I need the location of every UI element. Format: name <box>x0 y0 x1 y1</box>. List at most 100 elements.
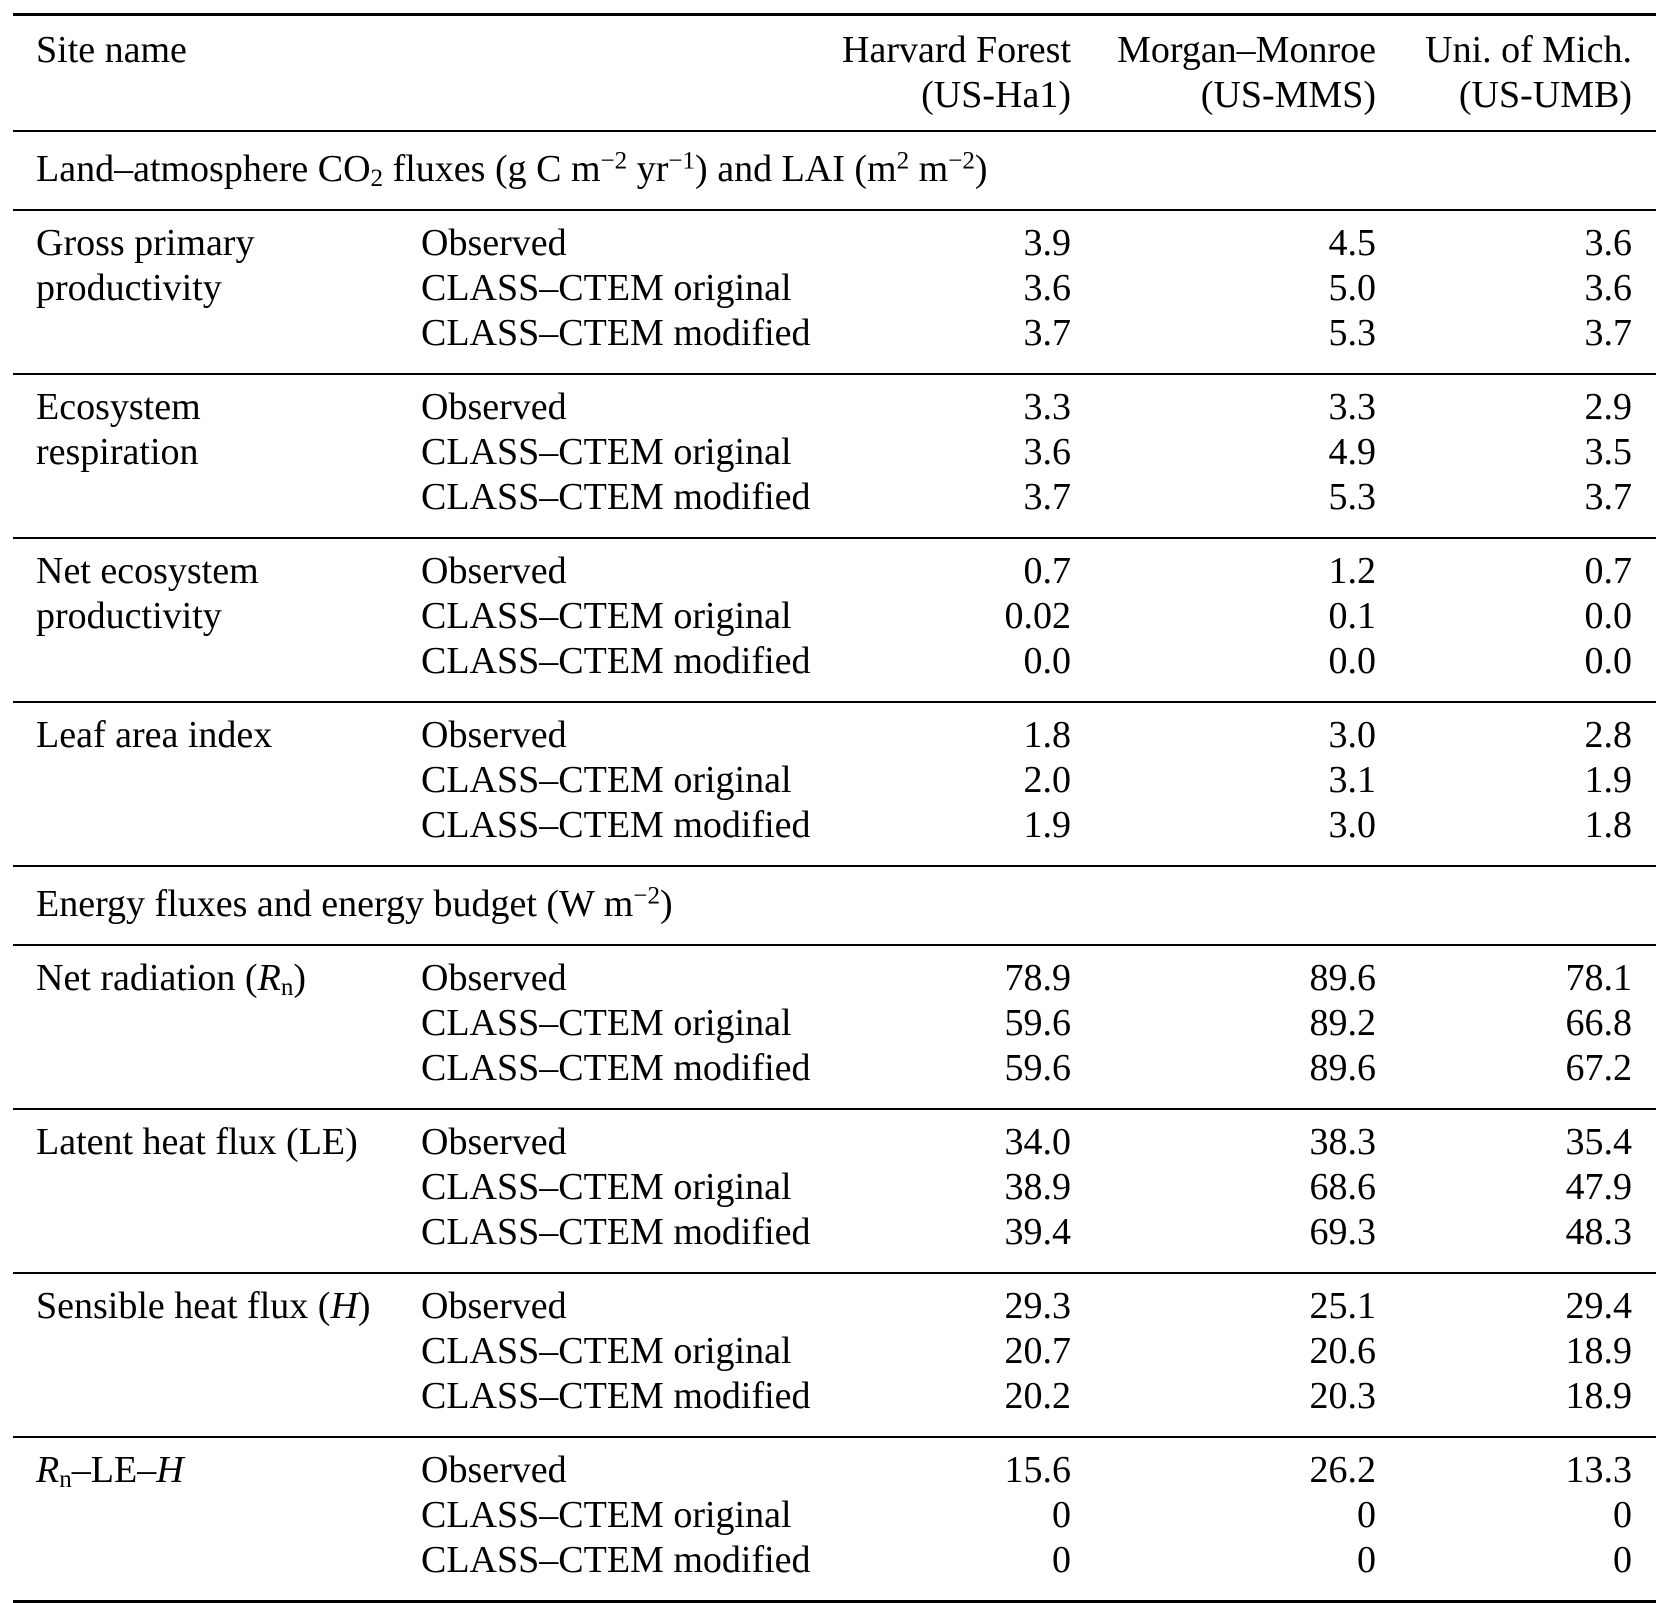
cell-value: 2.9 <box>1584 386 1633 428</box>
text-segment: Net radiation ( <box>36 957 258 999</box>
cell-value: 1.8 <box>1584 804 1633 846</box>
group-label: Ecosystem respiration <box>13 373 421 538</box>
superscript-text: −1 <box>668 147 696 175</box>
row-label: CLASS–CTEM modified <box>421 1211 811 1253</box>
value-column: 25.1 20.6 20.3 <box>1071 1272 1377 1437</box>
text-segment: H <box>156 1449 184 1491</box>
value-column: 78.9 59.6 59.6 <box>801 944 1072 1109</box>
cell-value: 0.0 <box>1584 640 1633 682</box>
cell-value: 3.9 <box>1023 222 1072 264</box>
measurement-group-row: Gross primary productivity Observed CLASS–C… <box>13 209 1656 374</box>
superscript-text: −2 <box>948 147 975 175</box>
value-column: 0.7 0.0 0.0 <box>1376 537 1656 702</box>
group-label-line: productivity <box>36 266 421 311</box>
measurement-group-row: Ecosystem respiration Observed CLASS–CTEM o… <box>13 373 1656 538</box>
text-segment: ) <box>974 148 988 190</box>
text-segment: Net ecosystem <box>36 550 259 592</box>
cell-value: 0.0 <box>1328 640 1377 682</box>
value-column: 26.2 0 0 <box>1071 1436 1376 1602</box>
measurement-group-row: Net ecosystem productivity Observed CLASS–C… <box>13 537 1656 702</box>
header-row: Site name Harvard Forest (US-Ha1) Morgan… <box>13 15 1656 132</box>
cell-value: 0.7 <box>1584 550 1633 592</box>
cell-value: 69.3 <box>1309 1211 1377 1253</box>
cell-value: 25.1 <box>1309 1285 1377 1327</box>
cell-value: 0.0 <box>1584 595 1633 637</box>
cell-value: 0 <box>1052 1539 1071 1581</box>
measurement-group-row: Leaf area index Observed CLASS–CTEM origin… <box>13 701 1656 866</box>
superscript-text: −2 <box>600 147 628 175</box>
cell-value: 3.7 <box>1023 476 1072 518</box>
text-segment: productivity <box>36 267 222 309</box>
text-segment: respiration <box>36 431 199 473</box>
text-segment: ) <box>659 883 673 925</box>
cell-value: 29.3 <box>1004 1285 1072 1327</box>
row-label-column: Observed CLASS–CTEM original CLASS–CTEM mo… <box>421 1272 811 1437</box>
text-segment: m <box>909 148 949 190</box>
cell-value: 59.6 <box>1004 1002 1072 1044</box>
row-label: CLASS–CTEM original <box>421 431 792 473</box>
site-column-name: Uni. of Mich. <box>1425 29 1632 71</box>
row-label: Observed <box>421 386 567 428</box>
row-label: CLASS–CTEM original <box>421 267 792 309</box>
text-segment: ) <box>357 1285 371 1327</box>
value-column: 2.8 1.9 1.8 <box>1376 701 1656 866</box>
row-label: CLASS–CTEM original <box>421 1330 792 1372</box>
cell-value: 0 <box>1052 1494 1071 1536</box>
cell-value: 0 <box>1357 1494 1376 1536</box>
cell-value: 20.7 <box>1004 1330 1072 1372</box>
table-header: Site name Harvard Forest (US-Ha1) Morgan… <box>13 15 1656 132</box>
cell-value: 5.3 <box>1328 476 1377 518</box>
text-segment: Gross primary <box>36 222 255 264</box>
row-label: Observed <box>421 1449 567 1491</box>
cell-value: 18.9 <box>1565 1330 1633 1372</box>
group-label-line: Ecosystem <box>36 385 421 430</box>
value-column: 3.0 3.1 3.0 <box>1071 701 1376 866</box>
group-label: Net ecosystem productivity <box>13 537 421 702</box>
cell-value: 68.6 <box>1309 1166 1377 1208</box>
cell-value: 67.2 <box>1565 1047 1633 1089</box>
cell-value: 2.8 <box>1584 714 1633 756</box>
row-label: Observed <box>421 550 567 592</box>
row-label: Observed <box>421 1121 567 1163</box>
text-segment: R <box>36 1449 60 1491</box>
table-body: Land–atmosphere CO2 fluxes (g C m−2 yr−1… <box>13 130 1656 1602</box>
cell-value: 38.3 <box>1309 1121 1377 1163</box>
value-column: 38.3 68.6 69.3 <box>1071 1108 1377 1273</box>
cell-value: 5.0 <box>1328 267 1377 309</box>
site-name-label: Site name <box>36 29 187 71</box>
cell-value: 3.3 <box>1328 386 1377 428</box>
cell-value: 89.6 <box>1309 957 1377 999</box>
cell-value: 1.8 <box>1023 714 1072 756</box>
cell-value: 1.9 <box>1023 804 1072 846</box>
cell-value: 3.7 <box>1584 312 1633 354</box>
text-segment: H <box>330 1285 358 1327</box>
text-segment: Sensible heat flux ( <box>36 1285 331 1327</box>
row-label: CLASS–CTEM original <box>421 1166 792 1208</box>
header-col-harvard-forest: Harvard Forest (US-Ha1) <box>801 15 1071 132</box>
site-column-code: (US-MMS) <box>1200 74 1376 116</box>
value-column: 1.2 0.1 0.0 <box>1071 537 1377 702</box>
cell-value: 34.0 <box>1004 1121 1072 1163</box>
value-column: 35.4 47.9 48.3 <box>1376 1108 1656 1273</box>
value-column: 78.1 66.8 67.2 <box>1376 944 1656 1109</box>
value-column: 0.7 0.02 0.0 <box>801 537 1071 702</box>
row-label: CLASS–CTEM original <box>421 1494 792 1536</box>
header-col-uni-of-mich: Uni. of Mich. (US-UMB) <box>1376 15 1656 132</box>
cell-value: 89.2 <box>1309 1002 1377 1044</box>
text-segment: ) and LAI (m <box>695 148 897 190</box>
text-segment: Energy fluxes and energy budget (W m <box>36 883 634 925</box>
text-segment: yr <box>627 148 669 190</box>
site-column-code: (US-UMB) <box>1458 74 1632 116</box>
section-header-row: Energy fluxes and energy budget (W m−2) <box>13 865 1656 945</box>
group-label-line: Sensible heat flux (H) <box>36 1284 421 1329</box>
value-column: 34.0 38.9 39.4 <box>801 1108 1072 1273</box>
superscript-text: −2 <box>633 882 660 910</box>
text-segment: Latent heat flux (LE) <box>36 1121 358 1163</box>
cell-value: 48.3 <box>1565 1211 1633 1253</box>
section-header: Energy fluxes and energy budget (W m−2) <box>13 865 1656 945</box>
measurement-group-row: Latent heat flux (LE) Observed CLASS–CTEM … <box>13 1108 1656 1273</box>
subscript-text: 2 <box>370 165 384 193</box>
text-segment: fluxes (g C m <box>383 148 601 190</box>
text-segment: R <box>257 957 281 999</box>
value-column: 3.3 4.9 5.3 <box>1071 373 1377 538</box>
